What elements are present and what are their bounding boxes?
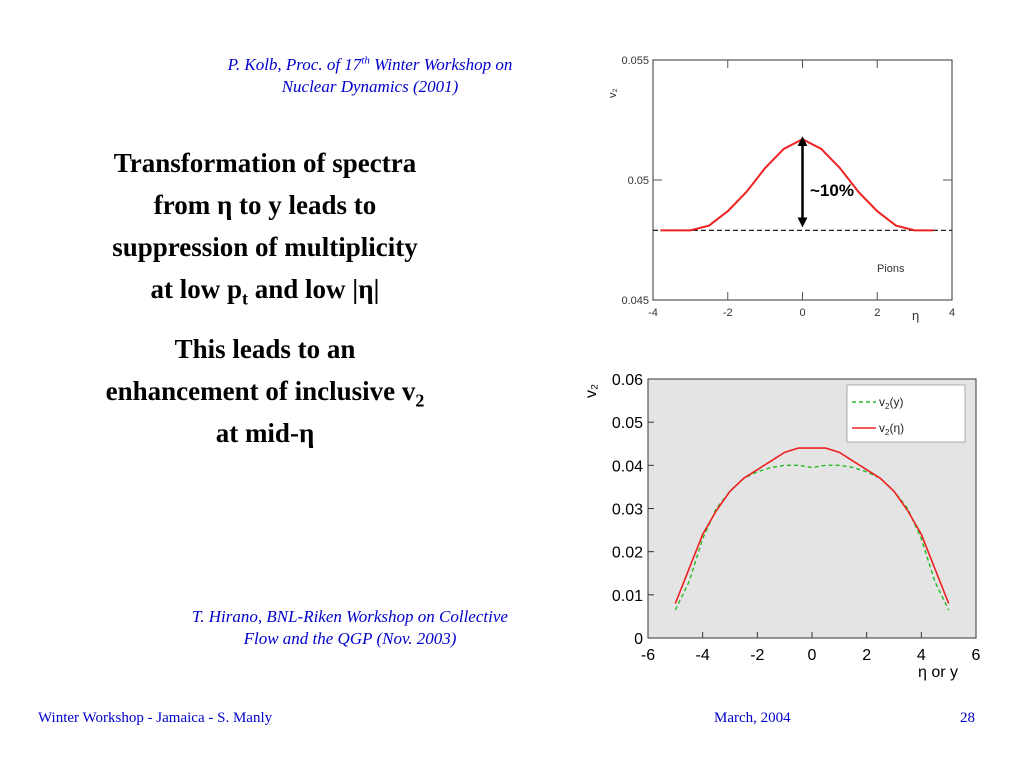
- chart1-x-tick-label: 4: [949, 307, 955, 319]
- chart1-pions-label: Pions: [877, 263, 905, 275]
- footer-date: March, 2004: [714, 710, 791, 726]
- legend-label-v2y: v2(y): [879, 395, 903, 411]
- chart1-y-tick-label: 0.055: [621, 55, 649, 67]
- citation-hirano-line1: T. Hirano, BNL-Riken Workshop on Collect…: [192, 607, 508, 626]
- chart1-x-tick-label: 0: [799, 307, 805, 319]
- chart2-y-tick-label: 0.03: [612, 502, 643, 519]
- chart1-y-tick-label: 0.045: [621, 295, 649, 307]
- chart2-x-tick-label: 6: [972, 647, 981, 664]
- chart2-legend: v2(y) v2(η): [846, 384, 966, 443]
- chart1-annotation: ~10%: [810, 181, 854, 200]
- footer-page-number: 28: [960, 710, 975, 726]
- chart2-y-tick-label: 0.01: [612, 588, 643, 605]
- chart2-x-tick-label: -4: [696, 647, 710, 664]
- chart-hirano: -6 -4 -2 0 2 4 6 0 0.01 0.02 0.03 0.04 0.05 0.06 v2(y…: [583, 372, 981, 681]
- chart2-series-v2y: [674, 464, 950, 611]
- footer-author: Winter Workshop - Jamaica - S. Manly: [38, 710, 273, 726]
- chart2-x-label: η or y: [918, 664, 958, 681]
- chart1-x-tick-label: 2: [874, 307, 880, 319]
- chart-kolb: -4 -2 0 2 4 0.045 0.05 0.055 ~10% Pions η v₂: [607, 55, 955, 323]
- chart2-y-label: v₂: [583, 384, 600, 398]
- citation-hirano: T. Hirano, BNL-Riken Workshop on Collect…: [120, 606, 580, 650]
- chart2-y-tick-label: 0.02: [612, 545, 643, 562]
- chart1-x-label: η: [912, 308, 919, 323]
- chart2-x-tick-label: 2: [862, 647, 871, 664]
- chart2-y-tick-label: 0: [634, 631, 643, 648]
- chart2-y-tick-label: 0.05: [612, 415, 643, 432]
- chart2-x-tick-label: -2: [750, 647, 764, 664]
- chart1-y-label: v₂: [607, 88, 619, 98]
- chart2-x-tick-label: 4: [917, 647, 926, 664]
- chart1-x-tick-label: -2: [723, 307, 733, 319]
- citation-kolb-line2: Nuclear Dynamics (2001): [281, 77, 459, 96]
- chart2-y-tick-label: 0.06: [612, 372, 643, 389]
- body-paragraph-1: Transformation of spectra from η to y le…: [112, 148, 418, 309]
- chart2-series-v2eta: [674, 447, 950, 604]
- chart2-x-tick-label: -6: [641, 647, 655, 664]
- body-paragraph-2: This leads to an enhancement of inclusiv…: [105, 334, 425, 448]
- citation-hirano-line2: Flow and the QGP (Nov. 2003): [243, 629, 457, 648]
- chart2-x-tick-label: 0: [808, 647, 817, 664]
- chart1-y-tick-label: 0.05: [628, 175, 649, 187]
- chart2-y-tick-label: 0.04: [612, 458, 643, 475]
- citation-kolb: P. Kolb, Proc. of 17th Winter Workshop o…: [160, 54, 580, 98]
- chart1-x-tick-label: -4: [648, 307, 658, 319]
- citation-kolb-line1: P. Kolb, Proc. of 17th Winter Workshop o…: [227, 54, 513, 74]
- legend-label-v2eta: v2(η): [879, 421, 904, 437]
